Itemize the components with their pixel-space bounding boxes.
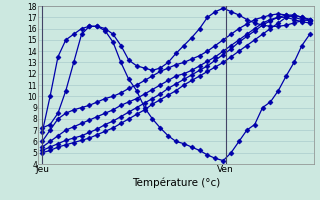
X-axis label: Température (°c): Température (°c) — [132, 177, 220, 188]
